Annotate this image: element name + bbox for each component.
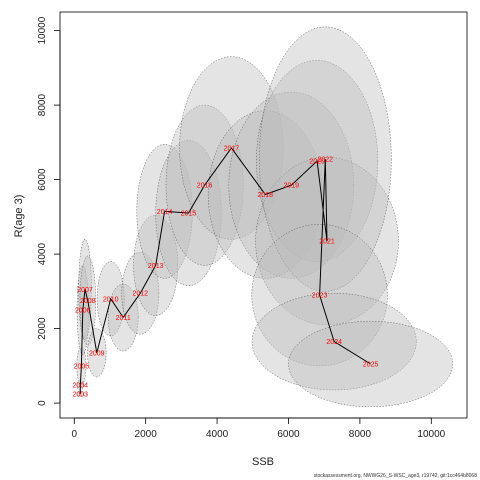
trajectory-line-layer xyxy=(79,147,371,394)
year-label-2009: 2009 xyxy=(89,350,105,357)
year-label-2016: 2016 xyxy=(197,183,213,190)
y-tick-label-8000: 8000 xyxy=(37,94,48,117)
year-label-2012: 2012 xyxy=(133,291,149,298)
x-axis: 0 2000 4000 6000 8000 10000 xyxy=(71,417,446,440)
year-label-2003: 2003 xyxy=(73,391,89,398)
year-label-2018: 2018 xyxy=(258,192,274,199)
year-label-2017: 2017 xyxy=(224,146,240,153)
x-tick-label-2000: 2000 xyxy=(135,429,158,440)
year-label-2013: 2013 xyxy=(148,263,164,270)
x-axis-title: SSB xyxy=(252,456,274,468)
year-label-2010: 2010 xyxy=(103,296,119,303)
x-tick-label-6000: 6000 xyxy=(277,429,300,440)
year-label-2023: 2023 xyxy=(312,293,328,300)
year-label-2015: 2015 xyxy=(181,211,197,218)
x-tick-label-8000: 8000 xyxy=(349,429,372,440)
year-label-2008: 2008 xyxy=(80,298,96,305)
y-tick-label-2000: 2000 xyxy=(37,317,48,340)
year-label-2004: 2004 xyxy=(73,383,89,390)
year-label-2020: 2020 xyxy=(309,159,325,166)
year-label-2014: 2014 xyxy=(157,209,173,216)
y-axis: 0 2000 4000 6000 8000 10000 xyxy=(37,16,61,406)
year-label-2021: 2021 xyxy=(319,239,335,246)
x-tick-label-10000: 10000 xyxy=(417,429,445,440)
x-tick-label-4000: 4000 xyxy=(206,429,229,440)
year-label-2007: 2007 xyxy=(77,287,93,294)
year-label-2011: 2011 xyxy=(116,315,131,322)
year-label-2024: 2024 xyxy=(326,339,342,346)
year-label-2019: 2019 xyxy=(284,183,300,190)
y-tick-label-10000: 10000 xyxy=(37,16,48,44)
y-axis-title: R(age 3) xyxy=(13,195,25,238)
x-tick-label-0: 0 xyxy=(71,429,77,440)
year-label-2025: 2025 xyxy=(363,362,379,369)
year-label-2022: 2022 xyxy=(318,157,334,164)
year-label-2006: 2006 xyxy=(75,308,91,315)
source-note: stockassessment.org, NWWG26_S-WSC_age3, … xyxy=(314,473,478,479)
y-tick-label-4000: 4000 xyxy=(37,243,48,266)
y-tick-label-0: 0 xyxy=(37,400,48,406)
trajectory-line xyxy=(79,147,371,394)
confidence-ellipse-layer xyxy=(76,26,453,408)
y-tick-label-6000: 6000 xyxy=(37,168,48,191)
year-label-2005: 2005 xyxy=(74,363,90,370)
